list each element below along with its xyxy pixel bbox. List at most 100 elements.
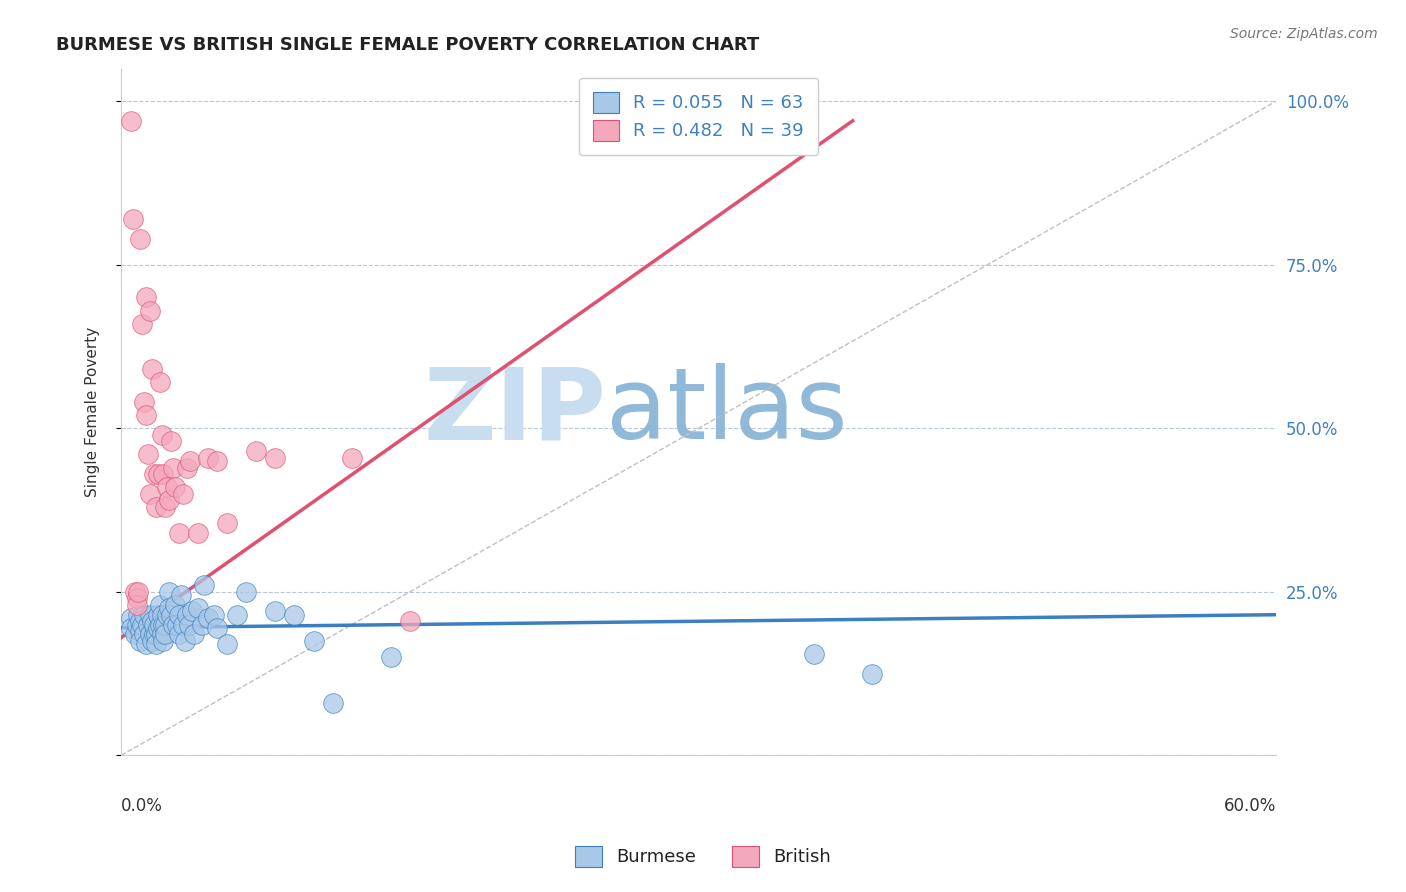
Point (803, 647, 825, 661)
Point (225, 607, 247, 622)
Point (145, 637, 167, 651)
Legend: R = 0.055   N = 63, R = 0.482   N = 39: R = 0.055 N = 63, R = 0.482 N = 39 (579, 78, 818, 155)
Point (172, 617, 194, 632)
Point (163, 598, 186, 612)
Point (163, 480, 186, 494)
Point (155, 617, 177, 632)
Point (176, 607, 198, 622)
Point (134, 627, 156, 641)
Point (187, 525, 209, 540)
Point (152, 617, 174, 632)
Point (136, 617, 159, 632)
Point (131, 617, 153, 632)
Point (134, 395, 156, 409)
Point (129, 231, 152, 245)
Point (136, 447, 159, 461)
Point (264, 450, 287, 465)
Point (129, 624, 152, 638)
Point (176, 460, 198, 475)
Point (135, 408, 157, 422)
Point (139, 303, 162, 318)
Point (157, 601, 180, 615)
Point (134, 607, 156, 622)
Point (146, 621, 169, 635)
Point (125, 598, 148, 612)
Point (142, 627, 165, 641)
Point (135, 637, 157, 651)
Point (149, 376, 172, 390)
Point (141, 614, 163, 628)
Point (187, 601, 209, 615)
Point (156, 607, 179, 622)
Point (193, 578, 215, 592)
Point (207, 454, 229, 468)
Point (322, 696, 344, 710)
Point (380, 650, 402, 665)
Point (202, 607, 225, 622)
Point (127, 584, 149, 599)
Point (179, 454, 201, 468)
Point (149, 617, 172, 632)
Point (145, 627, 167, 641)
Point (139, 627, 162, 641)
Point (127, 607, 149, 622)
Point (215, 516, 238, 530)
Point (155, 500, 177, 514)
Point (340, 450, 363, 465)
Point (215, 637, 238, 651)
Point (167, 627, 190, 641)
Point (860, 666, 883, 681)
Point (141, 362, 163, 376)
Point (172, 486, 194, 500)
Point (167, 525, 190, 540)
Point (173, 633, 195, 648)
Point (139, 486, 162, 500)
Point (124, 627, 146, 641)
Point (264, 604, 287, 618)
Point (120, 621, 142, 635)
Point (157, 584, 180, 599)
Point (125, 617, 148, 632)
Text: 0.0%: 0.0% (121, 797, 163, 814)
Point (162, 617, 184, 632)
Point (283, 607, 305, 622)
Text: ZIP: ZIP (423, 363, 606, 460)
Point (245, 444, 267, 458)
Point (145, 500, 167, 514)
Point (142, 467, 165, 481)
Point (150, 607, 173, 622)
Point (235, 584, 257, 599)
Text: Source: ZipAtlas.com: Source: ZipAtlas.com (1230, 27, 1378, 41)
Point (152, 633, 174, 648)
Point (150, 427, 173, 442)
Y-axis label: Single Female Poverty: Single Female Poverty (86, 326, 100, 497)
Point (139, 607, 162, 622)
Point (162, 460, 184, 475)
Point (155, 627, 177, 641)
Point (191, 617, 214, 632)
Point (399, 614, 422, 628)
Point (160, 434, 183, 449)
Point (120, 611, 142, 625)
Point (197, 450, 219, 465)
Point (152, 467, 174, 481)
Text: 60.0%: 60.0% (1223, 797, 1277, 814)
Point (120, 113, 142, 128)
Point (302, 633, 325, 648)
Point (197, 611, 219, 625)
Point (125, 591, 148, 606)
Point (121, 211, 143, 226)
Point (207, 621, 229, 635)
Point (142, 617, 165, 632)
Point (181, 604, 204, 618)
Point (177, 617, 200, 632)
Point (167, 607, 190, 622)
Point (170, 588, 193, 602)
Point (149, 598, 172, 612)
Point (157, 493, 180, 508)
Point (131, 317, 153, 331)
Point (135, 290, 157, 304)
Point (166, 617, 188, 632)
Point (150, 627, 173, 641)
Point (183, 627, 205, 641)
